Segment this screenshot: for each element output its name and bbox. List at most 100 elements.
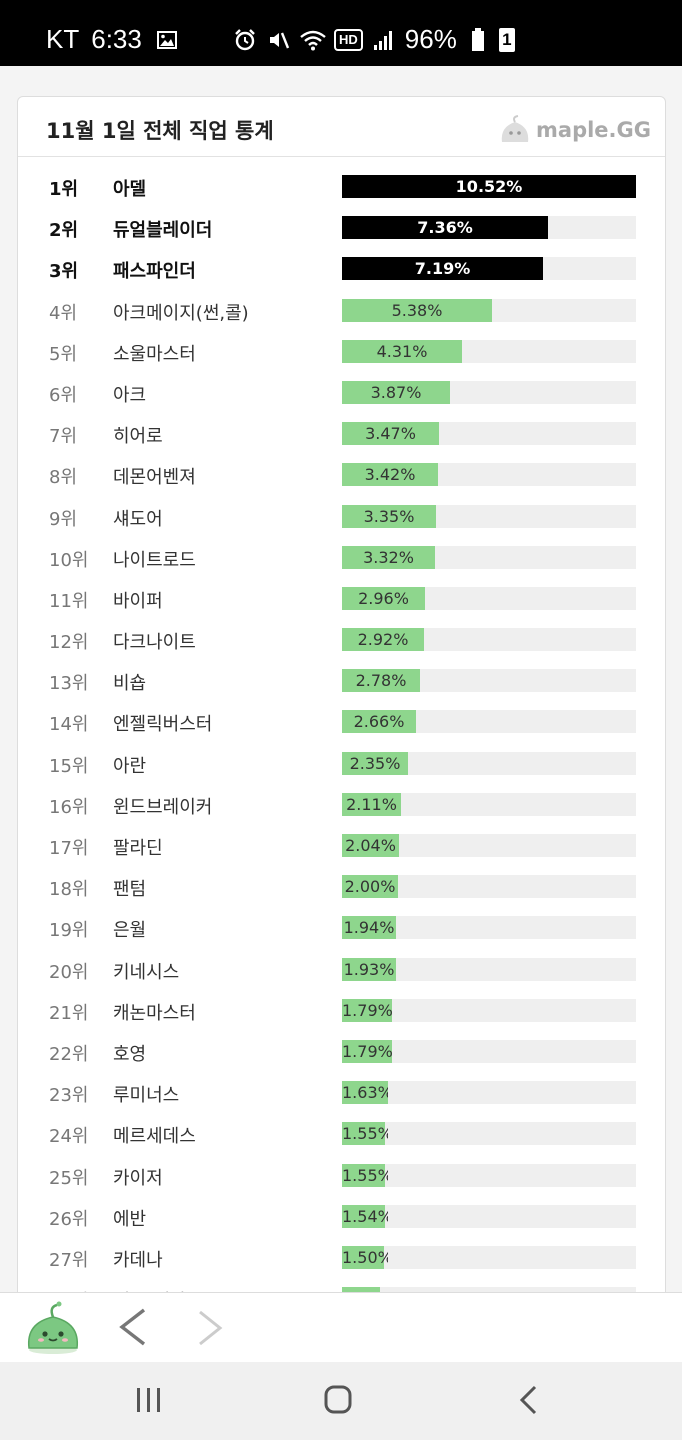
percentage-label: 1.50% <box>342 1247 388 1267</box>
percentage-bar-fill <box>342 545 435 569</box>
percentage-bar-track: 2.11% <box>342 792 636 816</box>
recents-icon[interactable] <box>134 1386 164 1414</box>
ranking-row[interactable]: 1위 아델 10.52% <box>18 167 667 208</box>
ranking-row[interactable]: 17위 팔라딘 2.04% <box>18 826 667 867</box>
percentage-bar-fill <box>342 669 420 693</box>
ranking-row[interactable]: 12위 다크나이트 2.92% <box>18 620 667 661</box>
home-icon[interactable] <box>324 1384 354 1416</box>
percentage-label: 1.79% <box>342 1041 392 1061</box>
ranking-row[interactable]: 8위 데몬어벤져 3.42% <box>18 455 667 496</box>
ranking-row[interactable]: 11위 바이퍼 2.96% <box>18 579 667 620</box>
ranking-row[interactable]: 14위 엔젤릭버스터 2.66% <box>18 702 667 743</box>
ranking-row[interactable]: 16위 윈드브레이커 2.11% <box>18 785 667 826</box>
rank-label: 18위 <box>49 879 89 901</box>
rank-label: 13위 <box>49 673 89 695</box>
job-name: 아크 <box>113 384 147 406</box>
ranking-row[interactable]: 7위 히어로 3.47% <box>18 414 667 455</box>
percentage-bar-track: 2.04% <box>342 834 636 857</box>
job-name: 메르세데스 <box>113 1126 196 1148</box>
percentage-label: 7.19% <box>414 259 471 279</box>
job-name: 제로(베타) <box>113 1287 193 1292</box>
percentage-bar-track: 1.55% <box>342 1122 636 1146</box>
percentage-bar-fill <box>342 463 438 487</box>
percentage-bar-track: 1.36% <box>342 1287 636 1292</box>
ranking-row[interactable]: 13위 비숍 2.78% <box>18 661 667 702</box>
page-content: 11월 1일 전체 직업 통계 maple.GG 1위 아델 10.52% 2위 듀얼블… <box>0 66 682 1292</box>
percentage-bar-fill <box>342 216 548 240</box>
slime-brand-icon <box>501 115 529 142</box>
ranking-row[interactable]: 10위 나이트로드 3.32% <box>18 538 667 579</box>
job-name: 다크나이트 <box>113 632 196 654</box>
back-icon[interactable] <box>516 1384 540 1416</box>
ranking-row[interactable]: 20위 키네시스 1.93% <box>18 950 667 991</box>
percentage-bar-fill <box>342 916 396 940</box>
chevron-left-icon[interactable] <box>116 1307 150 1347</box>
percentage-label: 3.42% <box>364 465 416 485</box>
ranking-row[interactable]: 25위 카이저 1.55% <box>18 1156 667 1197</box>
job-name: 듀얼블레이더 <box>113 220 213 242</box>
ranking-row[interactable]: 19위 은월 1.94% <box>18 908 667 949</box>
job-name: 캐논마스터 <box>113 1002 196 1024</box>
rank-label: 12위 <box>49 632 89 654</box>
percentage-label: 2.35% <box>349 753 401 773</box>
percentage-bar-track: 1.54% <box>342 1204 636 1228</box>
percentage-bar-fill <box>342 298 492 322</box>
ranking-row[interactable]: 5위 소울마스터 4.31% <box>18 332 667 373</box>
job-name: 나이트로드 <box>113 549 196 571</box>
ranking-row[interactable]: 6위 아크 3.87% <box>18 373 667 414</box>
rank-label: 7위 <box>49 426 78 448</box>
ranking-list: 1위 아델 10.52% 2위 듀얼블레이더 7.36% 3위 패스파인더 7.19% 4위 아크메… <box>18 167 667 1292</box>
percentage-bar-track: 4.31% <box>342 339 636 363</box>
rank-label: 17위 <box>49 838 89 859</box>
chevron-right-icon[interactable] <box>196 1309 226 1347</box>
rank-label: 10위 <box>49 549 89 571</box>
percentage-bar-fill <box>342 257 543 281</box>
percentage-label: 1.79% <box>342 1000 392 1020</box>
status-right: HD 96% 1 <box>232 24 515 55</box>
ranking-row[interactable]: 4위 아크메이지(썬,콜) 5.38% <box>18 291 667 332</box>
ranking-row[interactable]: 15위 아란 2.35% <box>18 744 667 785</box>
percentage-bar-track: 1.63% <box>342 1081 636 1105</box>
percentage-label: 7.36% <box>417 218 473 238</box>
rank-label: 11위 <box>49 590 89 612</box>
job-name: 비숍 <box>113 673 147 695</box>
percentage-bar-fill <box>342 875 398 899</box>
percentage-bar-fill <box>342 1245 384 1269</box>
percentage-bar-track: 2.35% <box>342 751 636 775</box>
ranking-row[interactable]: 27위 카데나 1.50% <box>18 1238 667 1279</box>
rank-label: 27위 <box>49 1249 89 1271</box>
percentage-bar-track: 3.47% <box>342 422 636 446</box>
brand-logo[interactable]: maple.GG <box>498 115 651 145</box>
hd-voice-icon: HD <box>334 28 363 51</box>
gallery-icon <box>154 27 180 53</box>
job-name: 바이퍼 <box>113 590 163 612</box>
percentage-label: 1.55% <box>342 1124 388 1144</box>
slime-logo-icon[interactable] <box>24 1301 82 1355</box>
ranking-row[interactable]: 28위 제로(베타) 1.36% <box>18 1279 667 1292</box>
ranking-row[interactable]: 18위 팬텀 2.00% <box>18 867 667 908</box>
percentage-bar-track: 2.78% <box>342 669 636 693</box>
job-name: 소울마스터 <box>113 343 196 365</box>
job-name: 카이저 <box>113 1167 163 1189</box>
ranking-row[interactable]: 2위 듀얼블레이더 7.36% <box>18 208 667 249</box>
percentage-bar-fill <box>342 834 399 857</box>
percentage-label: 2.66% <box>353 712 405 732</box>
percentage-bar-track: 2.96% <box>342 586 636 610</box>
percentage-bar-track: 3.32% <box>342 545 636 569</box>
job-name: 루미너스 <box>113 1085 180 1107</box>
ranking-row[interactable]: 23위 루미너스 1.63% <box>18 1073 667 1114</box>
job-name: 팔라딘 <box>113 838 163 859</box>
percentage-label: 1.94% <box>343 918 395 938</box>
ranking-row[interactable]: 21위 캐논마스터 1.79% <box>18 991 667 1032</box>
brand-label: maple.GG <box>536 118 651 142</box>
ranking-row[interactable]: 3위 패스파인더 7.19% <box>18 249 667 290</box>
ranking-row[interactable]: 22위 호영 1.79% <box>18 1032 667 1073</box>
rank-label: 20위 <box>49 961 89 983</box>
ranking-row[interactable]: 24위 메르세데스 1.55% <box>18 1114 667 1155</box>
ranking-row[interactable]: 26위 에반 1.54% <box>18 1197 667 1238</box>
system-nav-bar <box>0 1362 682 1440</box>
percentage-bar-track: 10.52% <box>342 175 636 198</box>
ranking-row[interactable]: 9위 섀도어 3.35% <box>18 497 667 538</box>
rank-label: 1위 <box>49 179 79 200</box>
percentage-bar-fill <box>342 957 396 981</box>
